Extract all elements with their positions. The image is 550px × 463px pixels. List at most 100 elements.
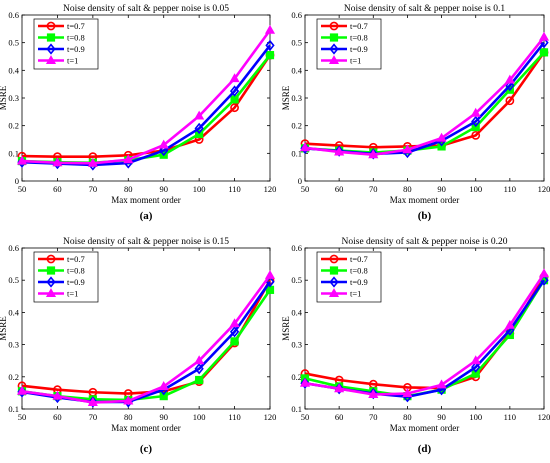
data-point — [229, 73, 240, 83]
legend-swatch-marker — [46, 33, 56, 42]
legend-entry: t=0.7 — [350, 21, 368, 31]
data-point — [194, 355, 205, 365]
chart-title: Noise density of salt & pepper noise is … — [63, 236, 229, 247]
x-tick-label: 50 — [18, 184, 27, 194]
data-point — [158, 139, 169, 149]
legend-entry: t=0.8 — [67, 33, 85, 43]
data-point — [505, 96, 515, 106]
data-point — [229, 326, 240, 338]
y-tick-label: 0.1 — [291, 148, 302, 158]
data-point — [471, 130, 481, 140]
panel-label: (c) — [140, 443, 153, 455]
chart-panel-d: Noise density of salt & pepper noise is … — [281, 236, 550, 455]
x-axis-label: Max moment order — [111, 195, 180, 205]
data-point — [194, 363, 204, 375]
x-axis-label: Max moment order — [390, 195, 459, 205]
x-tick-label: 120 — [538, 412, 550, 422]
series-line — [304, 273, 546, 396]
y-tick-label: 0.5 — [8, 275, 19, 285]
x-tick-label: 60 — [335, 412, 344, 422]
y-tick-label: 0.2 — [8, 121, 19, 131]
x-axis-label: Max moment order — [111, 423, 180, 433]
data-point — [159, 392, 168, 401]
series-t-1 — [299, 268, 550, 399]
data-point — [194, 122, 204, 135]
data-point — [88, 396, 98, 408]
data-point — [159, 144, 169, 157]
x-tick-label: 90 — [437, 184, 446, 194]
y-tick-label: 0.3 — [291, 340, 302, 350]
chart-panel-a: Noise density of salt & pepper noise is … — [0, 3, 276, 222]
y-axis-label: MSRE — [281, 85, 291, 110]
legend-entry: t=0.8 — [350, 266, 368, 276]
data-point — [538, 31, 550, 41]
legend-entry: t=1 — [67, 56, 78, 66]
y-tick-label: 0.5 — [291, 38, 302, 48]
data-point — [539, 48, 549, 57]
panel-label: (d) — [418, 443, 432, 455]
series-line — [21, 29, 272, 165]
y-tick-label: 0.3 — [291, 93, 302, 103]
y-tick-label: 0.4 — [291, 65, 302, 75]
data-point — [123, 154, 134, 164]
data-point — [299, 142, 311, 152]
data-point — [194, 110, 205, 120]
x-tick-label: 90 — [437, 412, 446, 422]
legend-swatch-marker — [46, 276, 56, 288]
y-axis-label: MSRE — [281, 316, 291, 341]
data-point — [195, 375, 204, 385]
data-point — [264, 269, 276, 279]
legend-swatch-marker — [329, 266, 339, 275]
x-tick-label: 90 — [159, 184, 168, 194]
legend-swatch-marker — [45, 288, 57, 297]
legend-entry: t=0.9 — [67, 277, 85, 287]
legend-swatch-marker — [328, 288, 340, 297]
x-tick-label: 60 — [53, 412, 62, 422]
x-tick-label: 110 — [228, 412, 240, 422]
data-point — [471, 361, 481, 373]
series-line — [21, 274, 272, 404]
legend-swatch-marker — [329, 276, 339, 288]
legend-swatch-marker — [329, 21, 339, 31]
series-t-1 — [299, 31, 550, 159]
x-axis-label: Max moment order — [390, 423, 459, 433]
legend-entry: t=0.7 — [67, 254, 85, 264]
y-tick-label: 0.2 — [291, 121, 302, 131]
x-tick-label: 110 — [504, 412, 516, 422]
legend-swatch-marker — [45, 55, 57, 64]
chart-title: Noise density of salt & pepper noise is … — [344, 3, 505, 14]
data-point — [230, 337, 239, 346]
y-tick-label: 0.1 — [291, 404, 302, 414]
data-point — [436, 132, 447, 142]
data-point — [300, 377, 310, 389]
legend-swatch-marker — [329, 254, 339, 264]
data-point — [402, 144, 413, 154]
legend-swatch-marker — [46, 21, 56, 31]
x-tick-label: 80 — [403, 184, 412, 194]
legend-swatch-marker — [46, 43, 56, 55]
data-point — [16, 385, 28, 395]
data-point — [52, 157, 63, 167]
x-tick-label: 70 — [369, 184, 378, 194]
legend-entry: t=0.9 — [350, 44, 368, 54]
x-tick-label: 120 — [264, 184, 277, 194]
y-tick-label: 0.2 — [291, 372, 302, 382]
y-tick-label: 0.1 — [8, 404, 19, 414]
data-point — [436, 379, 447, 389]
x-tick-label: 80 — [124, 184, 133, 194]
x-tick-label: 70 — [89, 184, 98, 194]
legend-swatch-marker — [329, 43, 339, 55]
plot-frame — [21, 247, 271, 410]
series-t-1 — [16, 269, 276, 407]
data-point — [52, 390, 63, 400]
data-point — [334, 146, 345, 156]
y-tick-label: 0 — [298, 176, 302, 186]
y-axis-label: MSRE — [0, 85, 8, 110]
data-point — [471, 115, 481, 128]
x-tick-label: 100 — [193, 184, 206, 194]
legend: t=0.7 t=0.8t=0.9 t=1 — [316, 251, 382, 303]
legend-entry: t=0.9 — [350, 277, 368, 287]
y-tick-label: 0.3 — [8, 340, 19, 350]
legend: t=0.7 t=0.8t=0.9 t=1 — [33, 18, 99, 70]
